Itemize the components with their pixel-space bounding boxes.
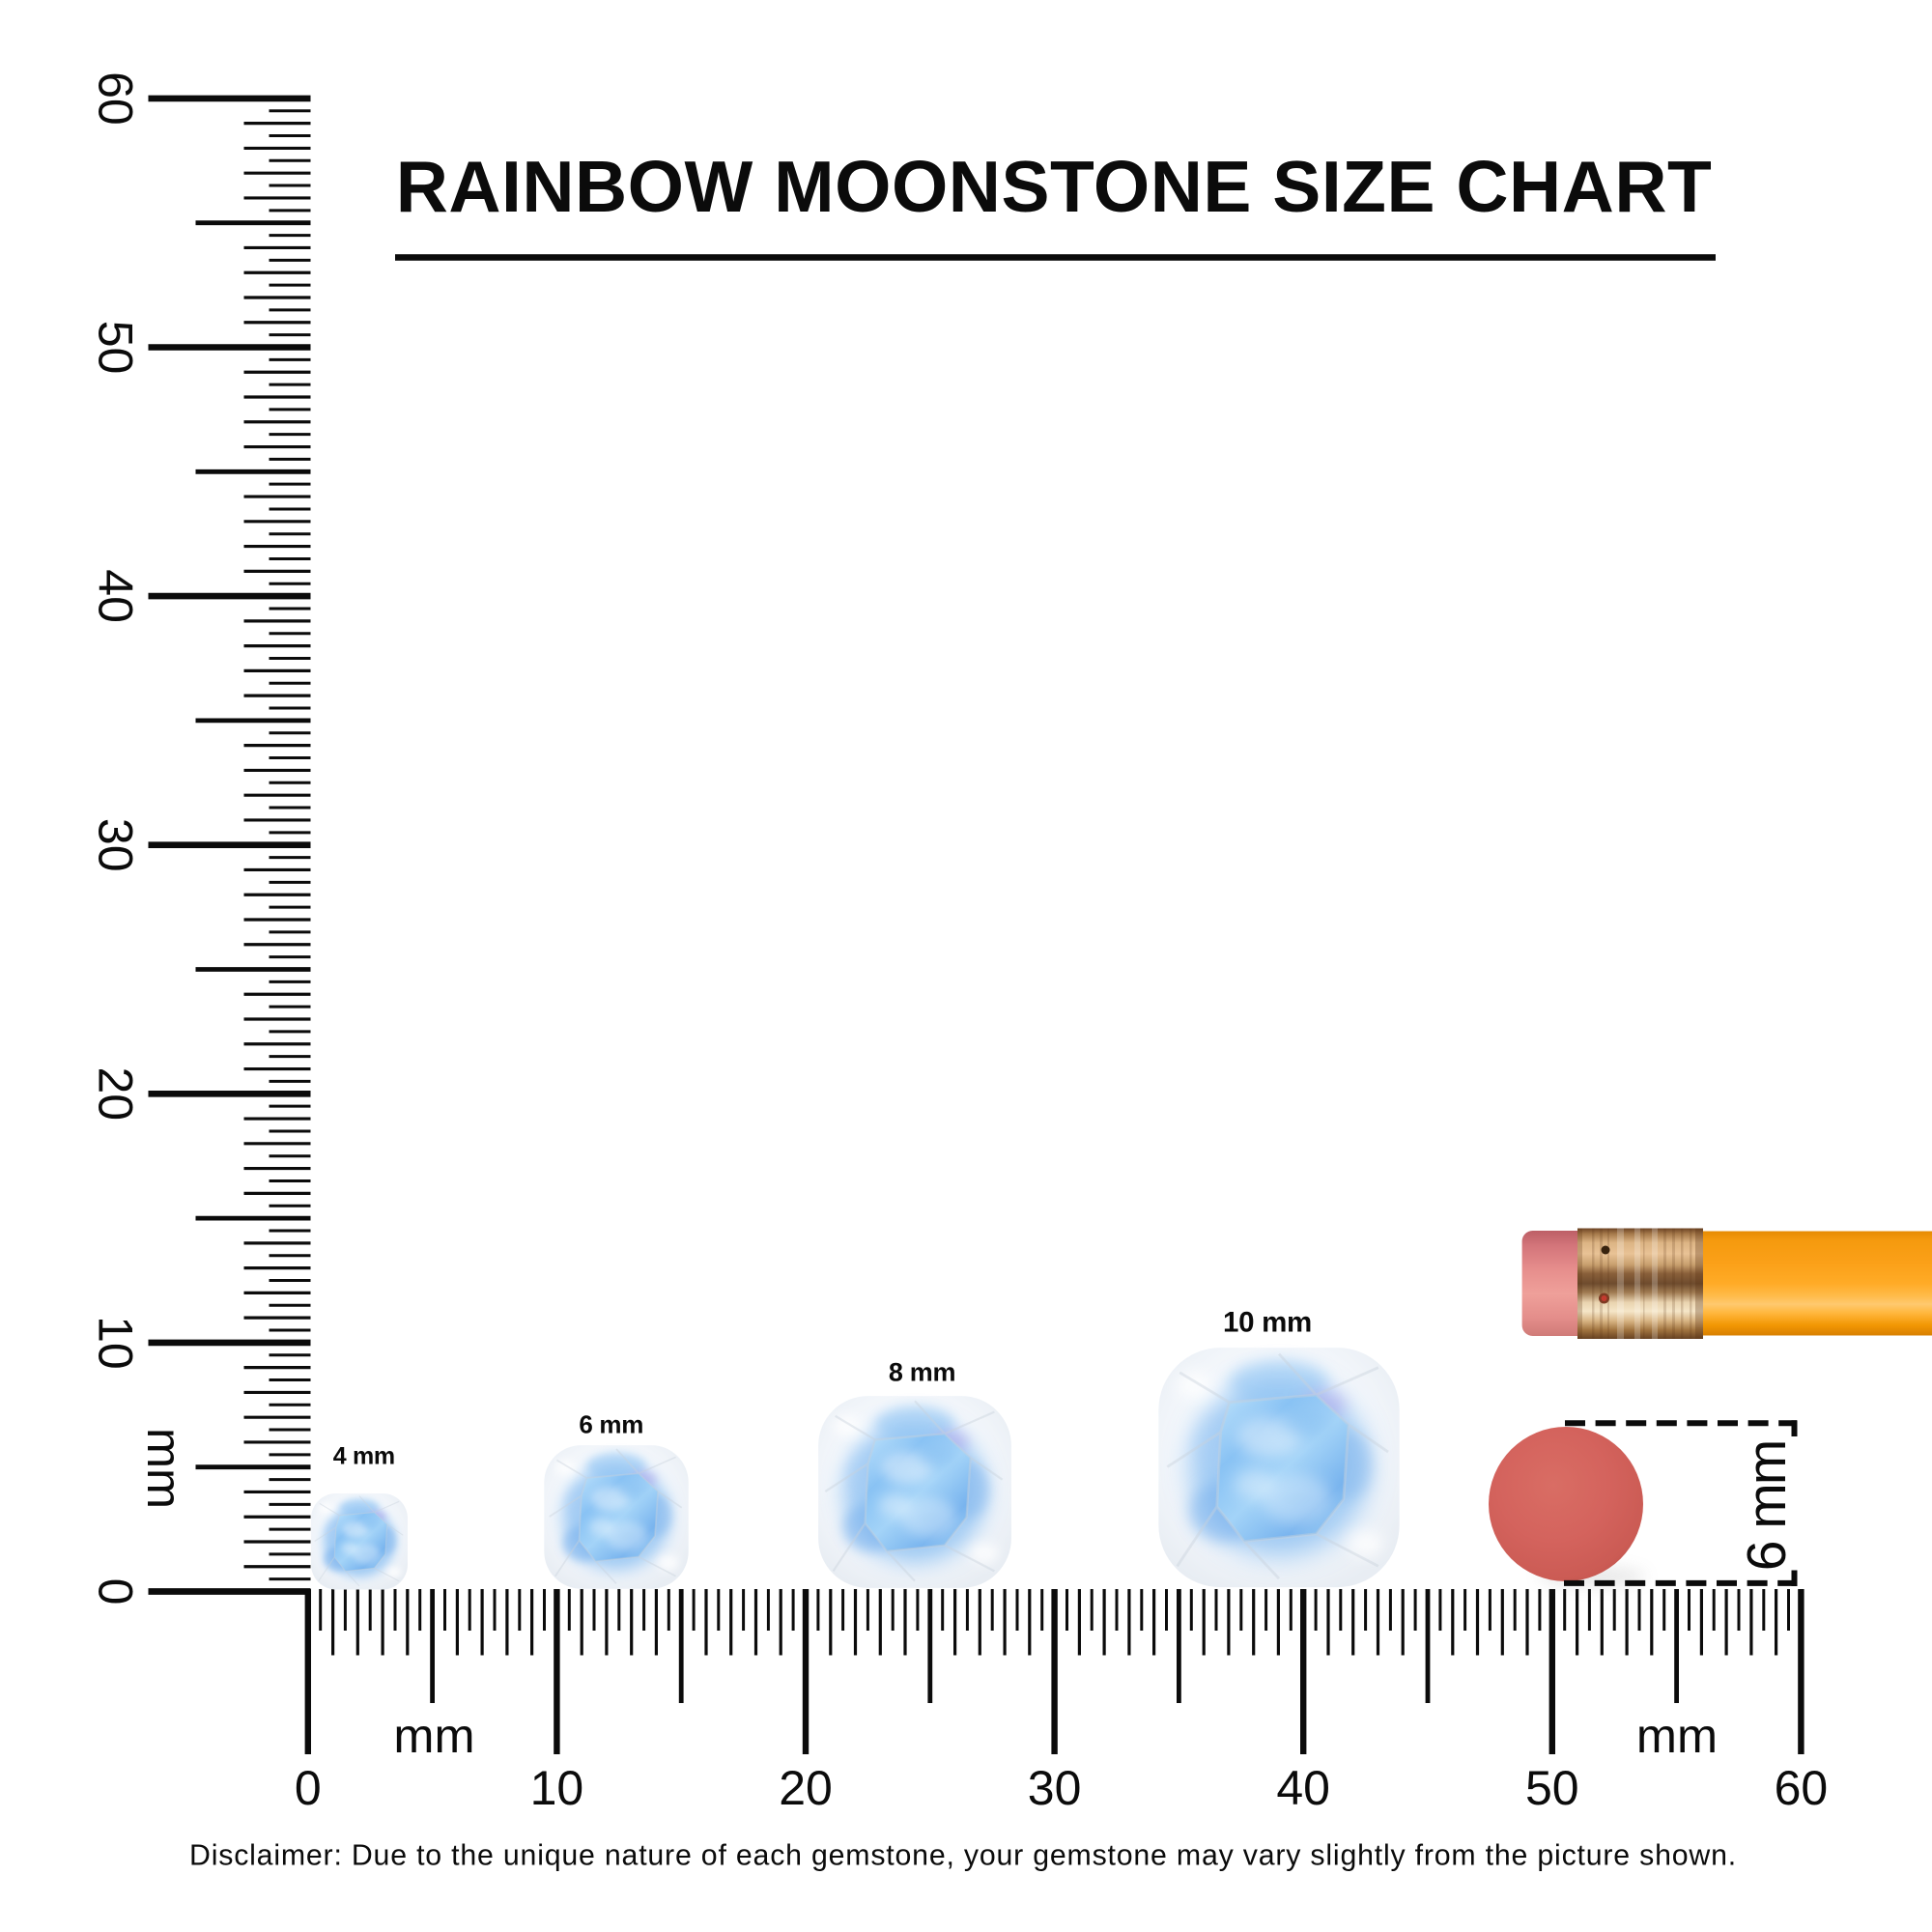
svg-text:0: 0 — [295, 1761, 322, 1815]
svg-text:30: 30 — [1028, 1761, 1082, 1815]
svg-text:RAINBOW MOONSTONE SIZE CHART: RAINBOW MOONSTONE SIZE CHART — [396, 146, 1713, 227]
svg-text:20: 20 — [89, 1066, 143, 1121]
svg-text:40: 40 — [89, 569, 143, 623]
svg-text:Disclaimer: Due to the unique: Disclaimer: Due to the unique nature of … — [189, 1840, 1737, 1872]
svg-text:0: 0 — [89, 1578, 143, 1605]
svg-text:50: 50 — [89, 321, 143, 375]
svg-text:6 mm: 6 mm — [1736, 1441, 1798, 1572]
svg-text:10: 10 — [89, 1316, 143, 1370]
svg-text:30: 30 — [89, 818, 143, 872]
svg-text:20: 20 — [779, 1761, 833, 1815]
svg-text:60: 60 — [1775, 1761, 1829, 1815]
svg-text:4 mm: 4 mm — [333, 1443, 395, 1470]
svg-text:40: 40 — [1276, 1761, 1330, 1815]
svg-text:mm: mm — [137, 1428, 192, 1509]
svg-text:10: 10 — [530, 1761, 584, 1815]
svg-text:8 mm: 8 mm — [889, 1358, 955, 1387]
svg-text:60: 60 — [89, 71, 143, 126]
svg-text:10 mm: 10 mm — [1223, 1307, 1312, 1339]
svg-text:50: 50 — [1525, 1761, 1579, 1815]
svg-text:mm: mm — [393, 1708, 474, 1763]
svg-text:mm: mm — [1636, 1708, 1718, 1763]
svg-text:6 mm: 6 mm — [579, 1410, 643, 1439]
